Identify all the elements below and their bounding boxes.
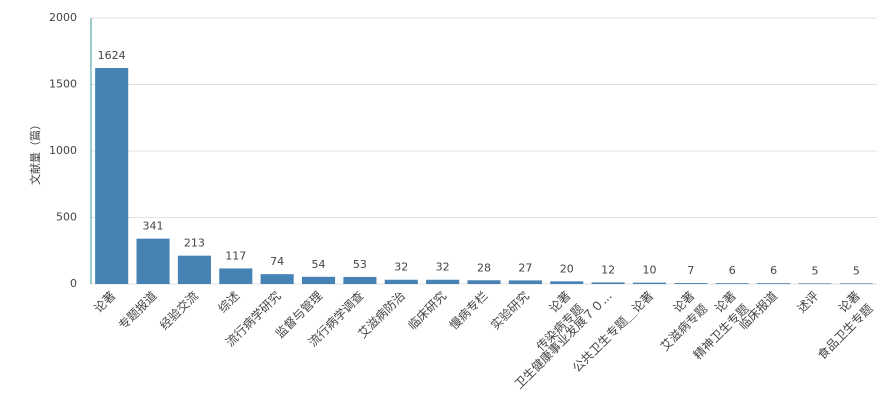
bar	[136, 238, 170, 284]
value-label: 6	[729, 264, 736, 277]
y-tick-label: 1500	[49, 78, 77, 91]
x-tick-label: 慢病专栏	[446, 288, 491, 333]
value-label: 54	[312, 258, 326, 271]
x-tick-label: 实验研究	[487, 288, 532, 333]
x-tick-label: 综述	[216, 289, 243, 316]
value-label: 28	[477, 261, 491, 274]
x-tick-label: 临床研究	[405, 288, 450, 333]
value-label: 32	[394, 261, 408, 274]
value-label: 12	[601, 263, 615, 276]
y-axis-label: 文献量（篇）	[28, 119, 42, 185]
value-label: 117	[225, 249, 246, 262]
bar	[384, 279, 418, 284]
y-tick-label: 0	[70, 277, 77, 290]
y-tick-label: 1000	[49, 144, 77, 157]
value-label: 5	[811, 264, 818, 277]
value-label: 53	[353, 258, 367, 271]
bar	[839, 283, 873, 284]
bar	[715, 283, 749, 284]
value-label: 20	[560, 262, 574, 275]
x-tick-label: 专题报道	[115, 288, 160, 333]
bar	[467, 280, 501, 284]
bar	[177, 255, 211, 284]
bar	[426, 279, 460, 284]
value-label: 5	[853, 264, 860, 277]
bar	[301, 276, 336, 284]
bar	[219, 268, 253, 284]
bar	[757, 283, 791, 284]
value-label: 32	[436, 261, 450, 274]
x-tick-label: 论著	[91, 289, 118, 316]
value-label: 6	[770, 264, 777, 277]
bar	[798, 283, 832, 284]
value-label: 27	[518, 261, 532, 274]
bar	[508, 280, 542, 284]
value-label: 7	[687, 264, 694, 277]
bar	[632, 282, 667, 284]
value-label: 10	[642, 264, 656, 277]
value-label: 213	[184, 237, 205, 250]
y-tick-label: 2000	[49, 11, 77, 24]
value-label: 74	[270, 255, 284, 268]
value-label: 1624	[98, 49, 126, 62]
bar	[95, 68, 129, 285]
bar	[591, 282, 625, 284]
bar	[550, 281, 584, 284]
bar	[260, 274, 294, 284]
x-tick-label: 经验交流	[156, 288, 201, 333]
x-tick-label: 公共卫生专题＿论著	[569, 288, 656, 375]
y-tick-label: 500	[56, 211, 77, 224]
bar	[674, 283, 708, 284]
value-label: 341	[143, 220, 164, 233]
x-tick-label: 述评	[795, 289, 822, 316]
bar	[343, 276, 377, 284]
